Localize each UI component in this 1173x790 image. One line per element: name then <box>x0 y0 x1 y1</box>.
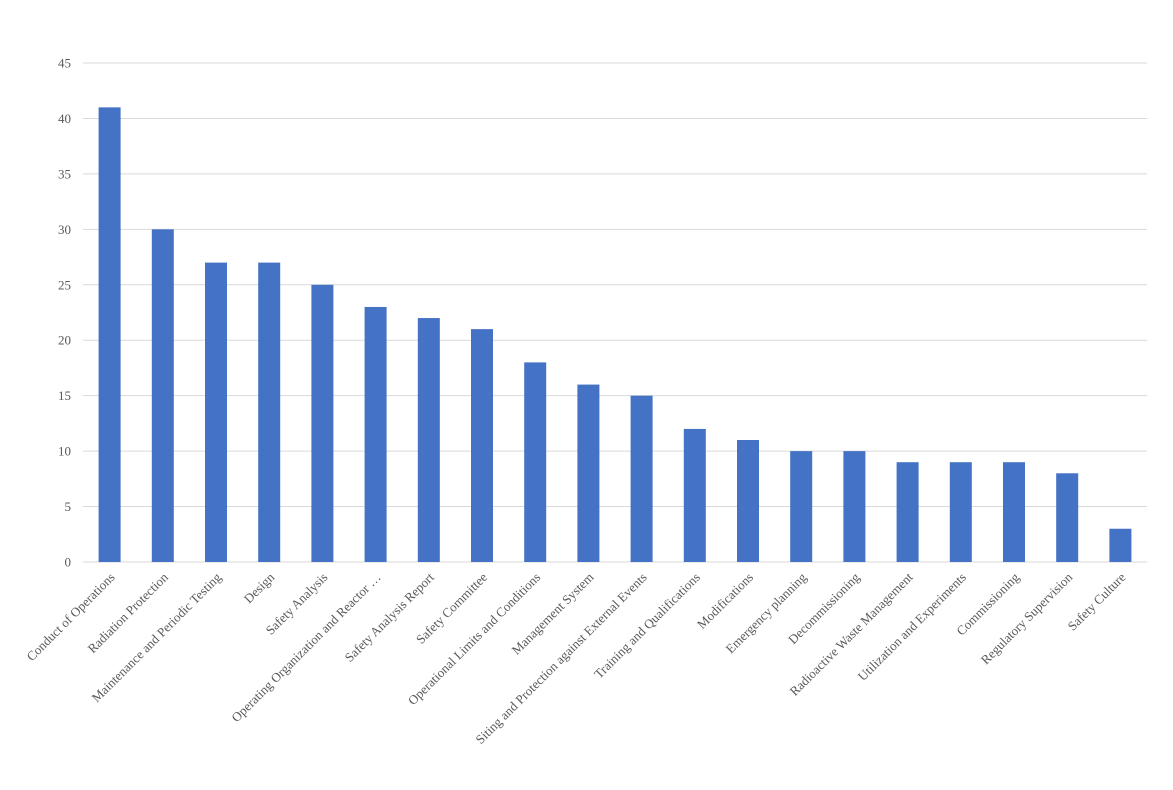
x-category-label: Safety Analysis Report <box>342 569 438 665</box>
bar <box>1003 462 1025 562</box>
bar <box>896 462 919 562</box>
bar <box>949 462 972 562</box>
x-category-label: Utilization and Experiments <box>855 570 969 684</box>
bar <box>1109 528 1132 562</box>
x-category-label: Training and Qualifications <box>591 570 703 682</box>
y-tick-label: 25 <box>58 277 71 292</box>
bar <box>258 262 281 562</box>
bar <box>843 451 866 562</box>
y-tick-label: 30 <box>58 222 71 237</box>
bar <box>151 229 174 563</box>
y-tick-label: 20 <box>58 333 71 348</box>
bar <box>577 384 600 562</box>
bar <box>417 318 440 562</box>
y-tick-label: 0 <box>65 555 72 570</box>
x-category-label: Conduct of Operations <box>23 570 117 664</box>
bar <box>471 329 493 562</box>
bar <box>311 284 334 562</box>
x-category-label: Regulatory Supervision <box>978 569 1076 667</box>
bar <box>737 440 759 562</box>
gridlines <box>83 62 1147 563</box>
bar <box>524 362 547 562</box>
y-tick-label: 40 <box>58 111 71 126</box>
bar <box>790 451 813 562</box>
bar <box>364 306 387 562</box>
bars <box>98 107 1132 563</box>
y-tick-label: 35 <box>58 166 71 181</box>
bar <box>205 262 227 562</box>
y-axis-ticks: 0 5 10 15 20 25 30 35 40 45 <box>58 56 71 570</box>
bar <box>630 395 653 562</box>
y-tick-label: 45 <box>58 56 71 71</box>
bar <box>683 428 706 562</box>
x-category-label: Design <box>241 569 278 606</box>
bar <box>1056 473 1079 562</box>
y-tick-label: 15 <box>58 388 71 403</box>
bar <box>98 107 121 562</box>
y-tick-label: 10 <box>58 444 71 459</box>
y-tick-label: 5 <box>65 499 72 514</box>
